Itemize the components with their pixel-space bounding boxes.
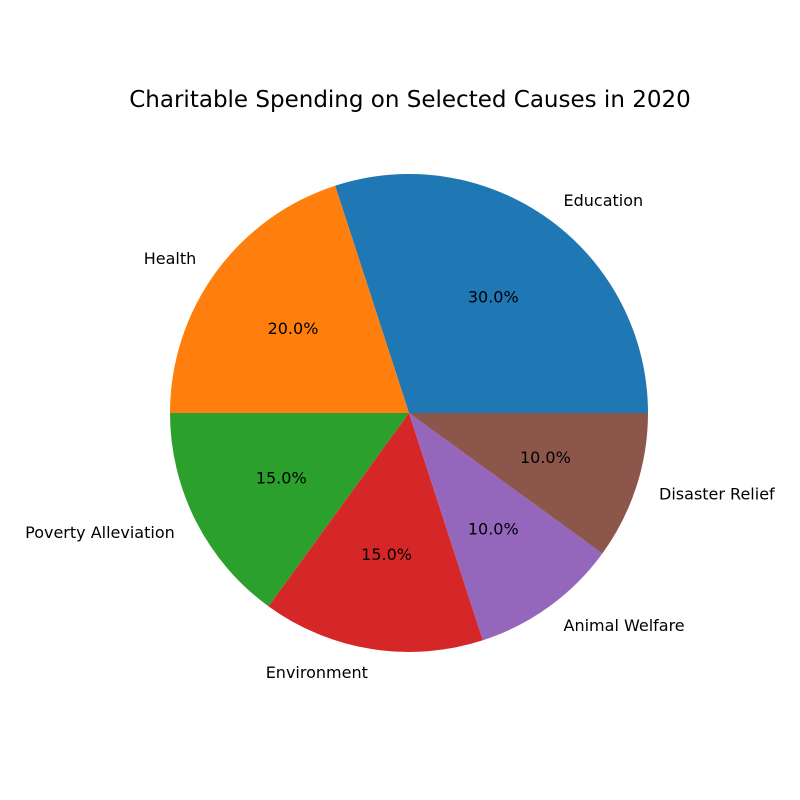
pie-slice-health	[170, 185, 409, 413]
slice-label-poverty-alleviation: Poverty Alleviation	[25, 523, 175, 542]
chart-title: Charitable Spending on Selected Causes i…	[129, 87, 691, 113]
pie-slice-environment	[268, 413, 483, 652]
pie-slices	[170, 173, 648, 652]
slice-percent-environment: 15.0%	[361, 545, 412, 564]
slice-percent-health: 20.0%	[268, 319, 319, 338]
slice-percent-education: 30.0%	[468, 287, 519, 306]
slice-label-environment: Environment	[266, 663, 368, 682]
pie-slice-disaster-relief	[409, 413, 648, 554]
slice-percent-animal-welfare: 10.0%	[468, 520, 519, 539]
slice-percent-disaster-relief: 10.0%	[520, 448, 571, 467]
slice-label-animal-welfare: Animal Welfare	[564, 616, 685, 635]
pie-slice-poverty-alleviation	[170, 413, 409, 607]
pie-slice-education	[335, 173, 648, 413]
slice-label-education: Education	[564, 191, 644, 210]
pie-slice-animal-welfare	[409, 413, 603, 641]
slice-percent-poverty-alleviation: 15.0%	[256, 469, 307, 488]
pie-labels: Education 30.0% Health 20.0% Poverty Allevia…	[25, 191, 775, 682]
slice-label-health: Health	[144, 249, 197, 268]
slice-label-disaster-relief: Disaster Relief	[659, 485, 775, 504]
